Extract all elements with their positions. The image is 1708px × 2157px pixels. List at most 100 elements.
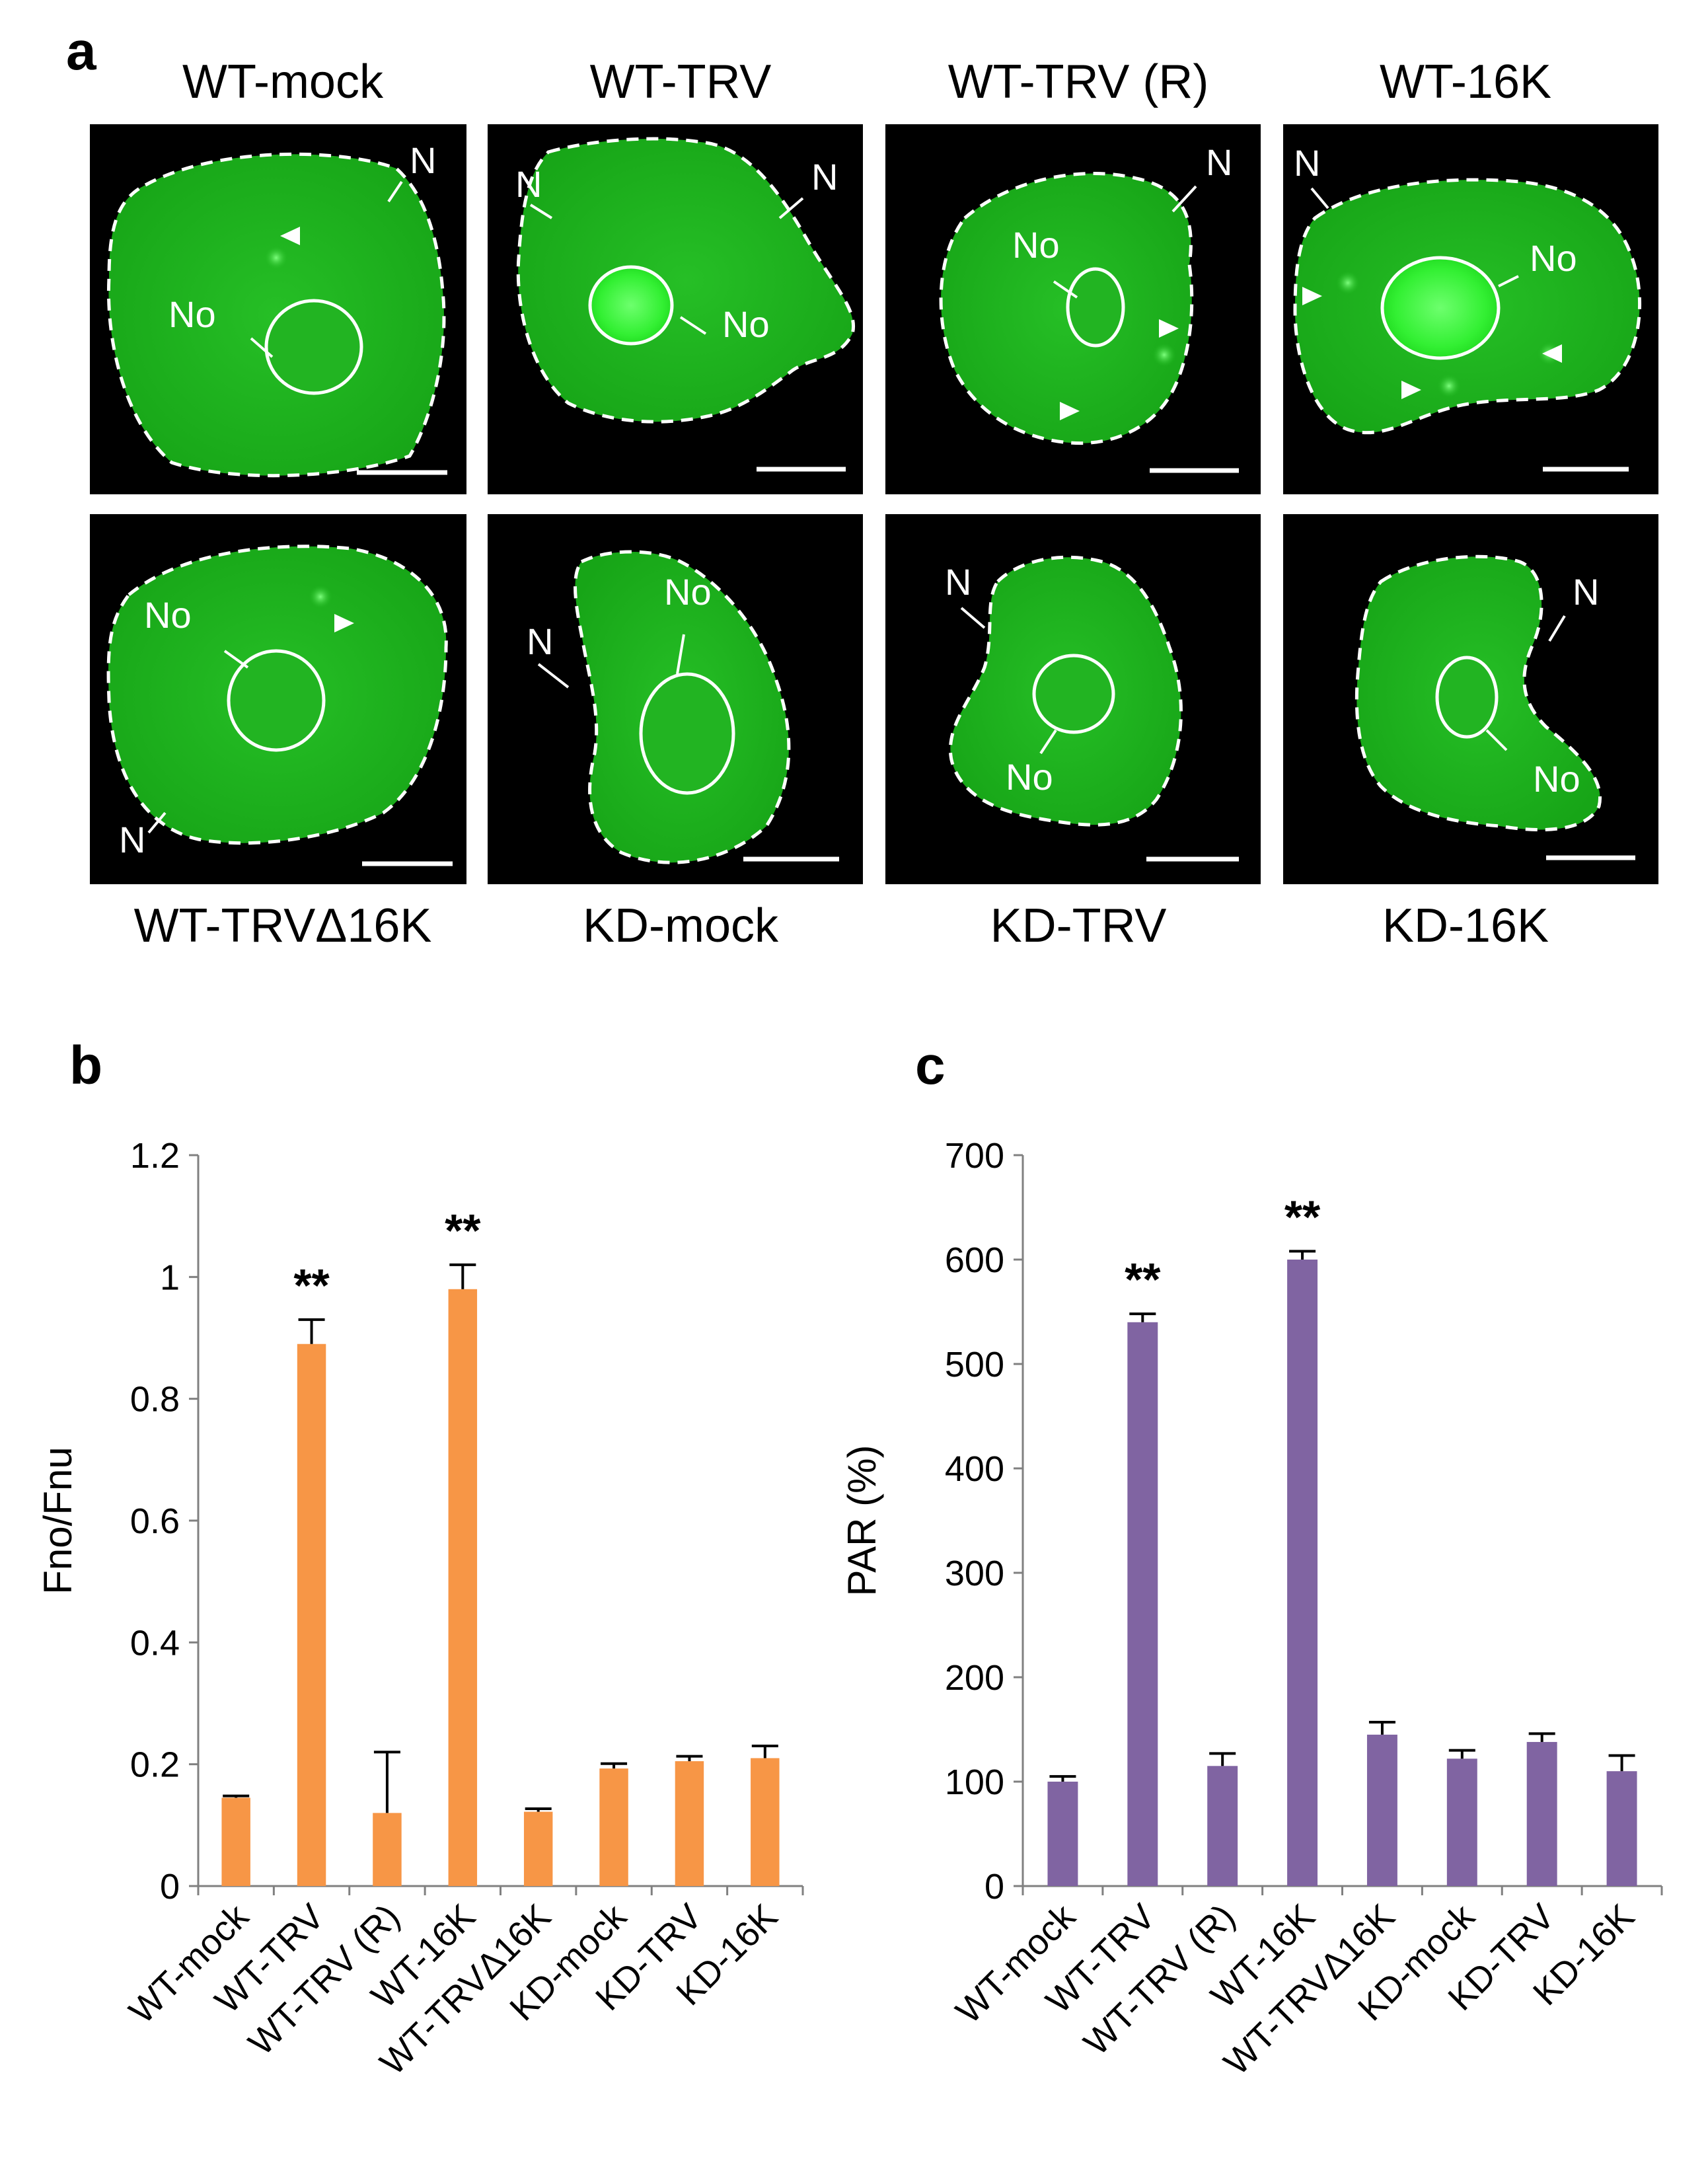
micrograph-title: WT-TRV (590, 56, 772, 108)
nucleus-outline (949, 555, 1183, 827)
arrowhead-icon (1542, 344, 1562, 363)
y-tick-label: 400 (945, 1449, 1004, 1489)
micrograph-bottom-2: No N (488, 514, 863, 884)
arrowhead-icon (280, 227, 300, 245)
nucleus-label: N (1206, 141, 1232, 183)
nucleolus-pointer (1485, 729, 1508, 751)
bar (1127, 1322, 1158, 1886)
nucleus-pointer (537, 663, 570, 689)
arrowhead-icon (1302, 287, 1322, 305)
nucleolus-outline (227, 649, 326, 752)
y-tick-label: 0 (160, 1867, 180, 1907)
bar (297, 1343, 326, 1886)
micrograph-title: KD-mock (583, 899, 779, 952)
micrograph-title: KD-TRV (990, 899, 1167, 952)
nucleolus-label: No (1006, 756, 1053, 798)
nucleus-outline (516, 137, 855, 424)
bar (221, 1798, 250, 1886)
y-axis-label: Fno/Fnu (36, 1447, 80, 1594)
nucleus-label: N (527, 621, 553, 662)
panel-letter-c: c (915, 1036, 946, 1096)
y-tick-label: 1 (160, 1258, 180, 1297)
nucleus-pointer (529, 204, 553, 219)
micrograph-top-3: No N (885, 124, 1261, 494)
nucleus-outline (574, 550, 791, 864)
nucleolus-outline (1066, 267, 1125, 348)
micrograph-bottom-1: No N (90, 514, 466, 884)
nucleus-label: N (1294, 142, 1320, 184)
nucleolus-pointer (1039, 729, 1057, 755)
nucleus-outline (1355, 554, 1602, 832)
y-tick-label: 0.4 (130, 1623, 180, 1663)
chart-b: b00.20.40.60.811.2Fno/FnuWT-mock**WT-TRV… (36, 1036, 804, 2083)
arrowhead-icon (1060, 402, 1080, 420)
fluorescent-focus (309, 585, 332, 609)
micrograph-top-2: No N N (488, 124, 863, 494)
nucleus-fill (518, 139, 854, 422)
nucleolus-label: No (1530, 237, 1577, 279)
nucleolus-outline (588, 265, 674, 346)
nucleolus-pointer (676, 634, 685, 675)
nucleus-pointer (1310, 187, 1329, 209)
arrowhead-icon (1401, 381, 1421, 399)
y-tick-label: 1.2 (130, 1136, 180, 1176)
nucleolus-outline (1380, 256, 1501, 360)
bar (1526, 1741, 1557, 1886)
panel-letter-a: a (66, 21, 97, 81)
micrograph-bottom-4: No N (1283, 514, 1658, 884)
nucleolus-outline (639, 672, 735, 795)
nucleolus-outline (264, 299, 363, 395)
bar (751, 1758, 780, 1886)
nucleus-label: N (1573, 571, 1599, 613)
nucleus-label: N (945, 561, 971, 603)
fluorescent-focus (1336, 271, 1360, 295)
significance-marker: ** (1284, 1191, 1321, 1242)
micrograph-top-4: No N (1283, 124, 1658, 494)
y-tick-label: 100 (945, 1762, 1004, 1802)
nucleus-pointer (778, 197, 804, 219)
y-tick-label: 0.6 (130, 1501, 180, 1541)
bar (1047, 1782, 1078, 1886)
arrowhead-icon (334, 614, 354, 632)
nucleolus-label: No (1533, 758, 1580, 800)
y-tick-label: 600 (945, 1240, 1004, 1280)
bar (1606, 1771, 1637, 1886)
y-tick-label: 500 (945, 1345, 1004, 1384)
y-tick-label: 0.2 (130, 1745, 180, 1785)
y-tick-label: 0 (984, 1867, 1004, 1907)
nucleolus-label: No (1012, 224, 1060, 266)
bar (523, 1811, 553, 1886)
y-tick-label: 200 (945, 1658, 1004, 1698)
y-tick-label: 0.8 (130, 1380, 180, 1419)
nucleus-outline (106, 545, 448, 845)
nucleolus-label: No (722, 303, 770, 345)
bar (448, 1289, 478, 1886)
y-tick-label: 700 (945, 1136, 1004, 1176)
bar (599, 1768, 628, 1886)
bar (1207, 1766, 1238, 1886)
micrograph-title: WT-16K (1380, 56, 1551, 108)
nucleus-outline (1293, 178, 1642, 435)
panel-letter-b: b (69, 1036, 102, 1096)
significance-marker: ** (293, 1260, 330, 1311)
nucleus-pointer (1171, 185, 1197, 213)
nucleus-pointer (1548, 615, 1566, 642)
micrograph-title: WT-mock (182, 56, 384, 108)
micrograph-title: WT-TRV (R) (948, 56, 1209, 108)
fluorescent-focus (1437, 374, 1461, 398)
fluorescent-focus (264, 246, 288, 270)
nucleolus-pointer (1053, 280, 1078, 299)
y-axis-label: PAR (%) (840, 1445, 884, 1597)
nucleus-label: N (410, 139, 436, 181)
nucleus-label: N (119, 819, 145, 860)
nucleolus-pointer (250, 337, 274, 358)
micrograph-panel: a No N WT-mock No N N WT-TRV No N WT-TRV (R) No N WT-… (66, 21, 1658, 952)
nucleus-pointer (387, 180, 403, 203)
bar (373, 1813, 402, 1886)
nucleolus-outline (1032, 654, 1115, 734)
nucleolus-pointer (223, 650, 249, 669)
nucleolus-pointer (679, 316, 707, 335)
micrograph-top-1: No N (90, 124, 466, 494)
significance-marker: ** (1125, 1254, 1161, 1305)
